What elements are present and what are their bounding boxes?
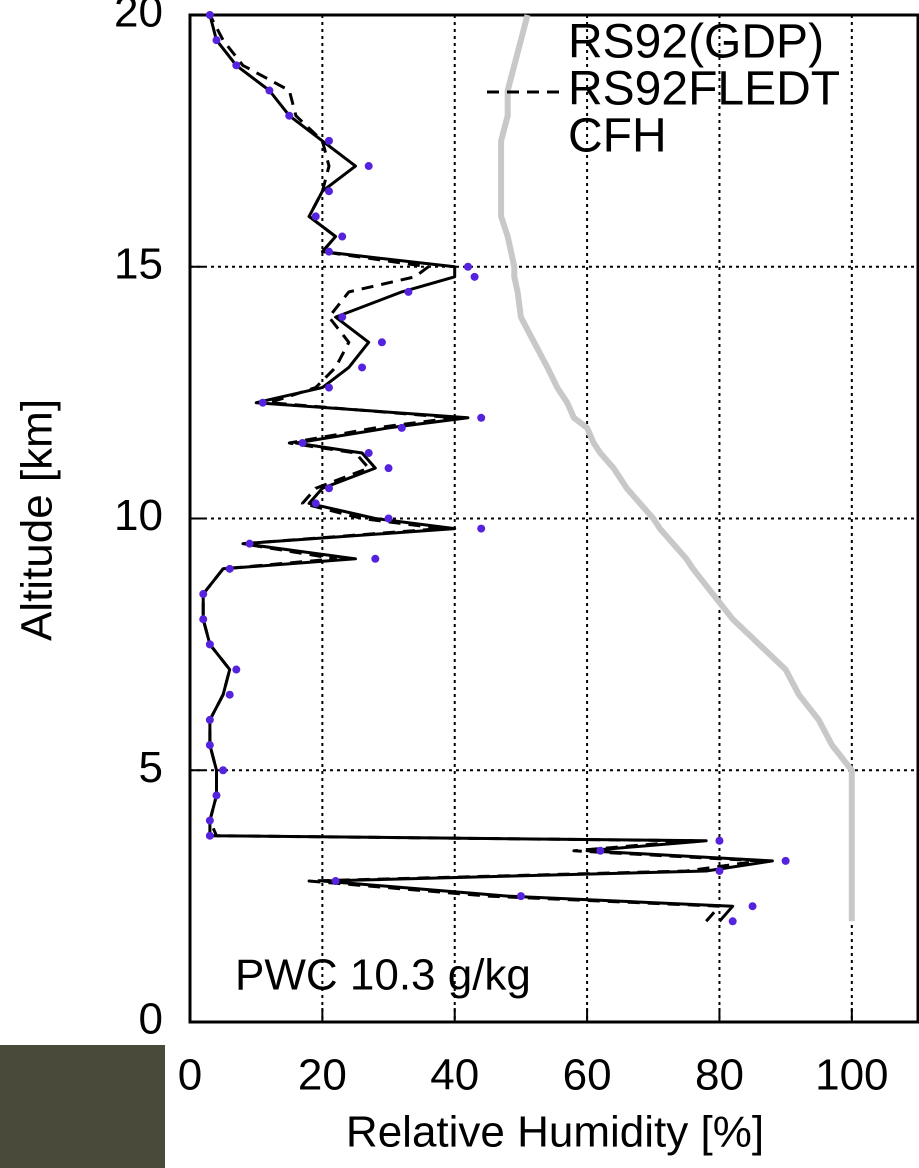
data-point bbox=[324, 136, 333, 145]
x-tick-label: 40 bbox=[430, 1051, 479, 1100]
data-point bbox=[715, 836, 724, 845]
data-point bbox=[384, 464, 393, 473]
data-point bbox=[199, 615, 208, 624]
data-point bbox=[397, 423, 406, 432]
y-tick-label: 10 bbox=[114, 491, 163, 540]
data-point bbox=[596, 846, 605, 855]
legend-label: RS92FLEDT bbox=[568, 63, 840, 116]
y-tick-label: 5 bbox=[139, 743, 163, 792]
y-tick-label: 15 bbox=[114, 239, 163, 288]
data-point bbox=[470, 272, 479, 281]
legend-label: CFH bbox=[568, 110, 667, 163]
data-point bbox=[404, 287, 413, 296]
y-axis-label: Altitude [km] bbox=[13, 399, 62, 641]
data-point bbox=[748, 902, 757, 911]
data-point bbox=[338, 232, 347, 241]
photo-fragment bbox=[0, 1045, 165, 1168]
legend-label: RS92(GDP) bbox=[568, 16, 824, 69]
annotation: PWC 10.3 g/kg bbox=[235, 951, 531, 1000]
data-point bbox=[463, 262, 472, 271]
data-point bbox=[219, 766, 228, 775]
data-point bbox=[324, 484, 333, 493]
data-point bbox=[311, 499, 320, 508]
data-point bbox=[245, 539, 254, 548]
data-point bbox=[358, 363, 367, 372]
x-tick-label: 60 bbox=[563, 1051, 612, 1100]
data-point bbox=[311, 212, 320, 221]
y-tick-label: 0 bbox=[139, 995, 163, 1044]
data-point bbox=[364, 162, 373, 171]
data-point bbox=[715, 866, 724, 875]
data-point bbox=[205, 741, 214, 750]
data-line bbox=[201, 14, 774, 923]
data-point bbox=[212, 791, 221, 800]
data-point bbox=[199, 590, 208, 599]
data-point bbox=[205, 715, 214, 724]
data-point bbox=[324, 187, 333, 196]
x-tick-label: 100 bbox=[815, 1051, 888, 1100]
data-point bbox=[205, 11, 214, 19]
data-point bbox=[205, 831, 214, 840]
data-point bbox=[232, 665, 241, 674]
plot-area: 0 20 40 60 80 100 0 5 10 15 20 RS92(GDP)RS92FLEDTCF… bbox=[114, 0, 919, 1100]
data-point bbox=[377, 338, 386, 347]
data-point bbox=[285, 111, 294, 120]
x-axis-label: Relative Humidity [%] bbox=[346, 1108, 764, 1157]
data-point bbox=[324, 247, 333, 256]
x-tick-label: 80 bbox=[695, 1051, 744, 1100]
data-point bbox=[516, 892, 525, 901]
data-point bbox=[225, 564, 234, 573]
data-point bbox=[477, 413, 486, 422]
data-point bbox=[205, 816, 214, 825]
data-point bbox=[331, 877, 340, 886]
data-point bbox=[371, 554, 380, 563]
data-point bbox=[324, 383, 333, 392]
data-point bbox=[364, 449, 373, 458]
data-line bbox=[498, 14, 855, 922]
data-point bbox=[477, 524, 486, 533]
x-tick-label: 0 bbox=[178, 1051, 202, 1100]
data-point bbox=[265, 86, 274, 95]
data-point bbox=[258, 398, 267, 407]
x-tick-label: 20 bbox=[298, 1051, 347, 1100]
data-point bbox=[728, 917, 737, 926]
data-point bbox=[225, 690, 234, 699]
data-point bbox=[384, 514, 393, 523]
data-point bbox=[781, 856, 790, 865]
data-point bbox=[338, 313, 347, 322]
data-point bbox=[232, 61, 241, 70]
data-point bbox=[205, 640, 214, 649]
plot-frame bbox=[188, 13, 919, 1024]
data-point bbox=[212, 36, 221, 45]
data-point bbox=[298, 438, 307, 447]
y-tick-label: 20 bbox=[114, 0, 163, 37]
data-line bbox=[201, 14, 761, 923]
